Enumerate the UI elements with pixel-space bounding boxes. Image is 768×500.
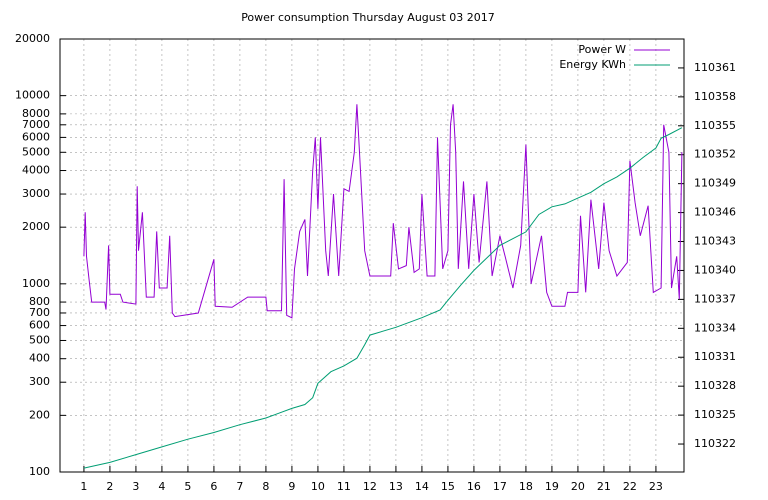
plot-border (59, 38, 685, 473)
x-tick-label: 13 (389, 480, 403, 493)
x-tick-label: 10 (311, 480, 325, 493)
y-tick-label: 2000 (22, 220, 50, 233)
x-tick-label: 8 (262, 480, 269, 493)
chart-title: Power consumption Thursday August 03 201… (241, 11, 495, 24)
x-tick-label: 18 (519, 480, 533, 493)
y2-tick-label: 110361 (694, 61, 736, 74)
x-tick-label: 22 (623, 480, 637, 493)
x-tick-label: 5 (184, 480, 191, 493)
y-tick-label: 300 (29, 375, 50, 388)
y2-tick-label: 110325 (694, 408, 736, 421)
x-tick-label: 17 (493, 480, 507, 493)
x-tick-label: 14 (415, 480, 429, 493)
x-tick-label: 1 (80, 480, 87, 493)
x-tick-label: 15 (441, 480, 455, 493)
y-tick-label: 20000 (15, 32, 50, 45)
x-tick-label: 20 (571, 480, 585, 493)
y2-tick-label: 110334 (694, 321, 736, 334)
y-tick-label: 3000 (22, 187, 50, 200)
y-tick-label: 4000 (22, 164, 50, 177)
legend-label: Power W (578, 43, 626, 56)
x-tick-label: 12 (363, 480, 377, 493)
y-tick-label: 800 (29, 295, 50, 308)
y2-tick-label: 110349 (694, 177, 736, 190)
y-tick-label: 700 (29, 306, 50, 319)
x-tick-label: 7 (236, 480, 243, 493)
x-tick-label: 4 (158, 480, 165, 493)
y-tick-label: 500 (29, 333, 50, 346)
x-tick-label: 3 (132, 480, 139, 493)
x-tick-label: 2 (106, 480, 113, 493)
x-tick-label: 9 (288, 480, 295, 493)
y-tick-label: 100 (29, 465, 50, 478)
y-tick-label: 8000 (22, 107, 50, 120)
series-line (83, 104, 683, 319)
x-tick-label: 21 (597, 480, 611, 493)
y2-tick-label: 110337 (694, 292, 736, 305)
y-tick-label: 200 (29, 408, 50, 421)
x-tick-label: 11 (337, 480, 351, 493)
x-tick-label: 23 (649, 480, 663, 493)
y-tick-label: 7000 (22, 118, 50, 131)
y2-tick-label: 110322 (694, 437, 736, 450)
y-tick-label: 6000 (22, 130, 50, 143)
y2-tick-label: 110346 (694, 206, 736, 219)
y2-tick-label: 110328 (694, 379, 736, 392)
y-tick-label: 400 (29, 352, 50, 365)
x-tick-label: 16 (467, 480, 481, 493)
y2-tick-label: 110352 (694, 148, 736, 161)
x-tick-label: 19 (545, 480, 559, 493)
x-tick-label: 6 (210, 480, 217, 493)
y-tick-label: 600 (29, 319, 50, 332)
y2-tick-label: 110340 (694, 263, 736, 276)
y-tick-label: 10000 (15, 89, 50, 102)
series-line (83, 127, 683, 469)
y-tick-label: 5000 (22, 145, 50, 158)
y-tick-label: 1000 (22, 277, 50, 290)
y2-tick-label: 110331 (694, 350, 736, 363)
legend-label: Energy KWh (559, 58, 626, 71)
y2-tick-label: 110343 (694, 235, 736, 248)
y2-tick-label: 110355 (694, 119, 736, 132)
y2-tick-label: 110358 (694, 90, 736, 103)
